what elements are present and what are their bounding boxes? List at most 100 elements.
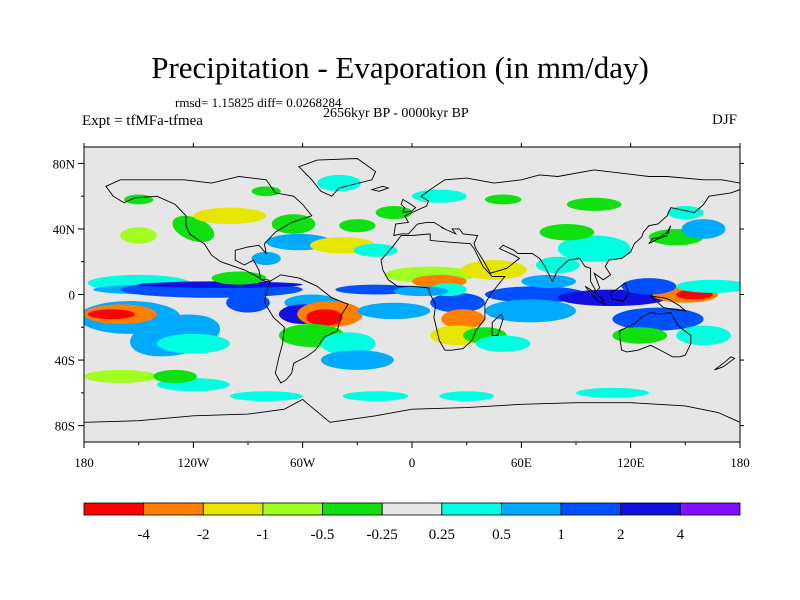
field-anomaly <box>156 333 230 354</box>
field-anomaly <box>306 309 343 326</box>
lon-tick-label: 120E <box>617 455 645 470</box>
coastline <box>714 356 736 371</box>
colorbar-swatch <box>262 502 323 516</box>
colorbar-label: 0.25 <box>429 527 455 543</box>
lat-tick-label: 40S <box>55 353 75 368</box>
field-anomaly <box>430 292 485 313</box>
lat-tick-label: 0 <box>69 288 76 303</box>
coastline <box>584 285 607 306</box>
field-anomaly <box>676 279 740 293</box>
field-anomaly <box>441 309 485 329</box>
colorbar-swatch <box>560 502 622 516</box>
coastline <box>263 274 349 384</box>
lat-tick-label: 80S <box>55 419 75 434</box>
field-anomaly <box>667 206 704 220</box>
field-anomaly <box>521 274 577 288</box>
field-anomaly <box>271 214 316 234</box>
coastlines <box>84 158 740 442</box>
field-anomaly <box>87 309 136 320</box>
field-anomaly <box>475 335 531 352</box>
field-anomaly <box>172 215 215 243</box>
field-anomaly <box>211 271 267 285</box>
field-anomaly <box>484 299 576 323</box>
coastline <box>400 198 417 214</box>
colorbar-swatch <box>143 502 204 516</box>
field-anomaly <box>120 227 157 244</box>
lon-tick-label: 180 <box>730 455 750 470</box>
coastline <box>649 295 687 312</box>
field-anomaly <box>153 369 197 384</box>
coastline <box>610 282 630 302</box>
precip-evap-field <box>84 147 740 442</box>
colorbar-label: -1 <box>257 527 270 543</box>
field-anomaly <box>612 307 704 331</box>
coastline <box>84 398 740 442</box>
colorbar-swatch <box>83 502 145 516</box>
colorbar-label: 1 <box>557 527 565 543</box>
field-anomaly <box>193 207 267 225</box>
lat-tick-label: 40N <box>53 222 76 237</box>
field-anomaly <box>353 243 398 257</box>
colorbar-swatch <box>441 502 502 516</box>
colorbar-label: -2 <box>197 527 210 543</box>
coastline <box>298 158 377 197</box>
field-anomaly <box>412 189 467 203</box>
field-anomaly <box>339 219 376 233</box>
coastline <box>619 312 692 358</box>
coastline <box>393 169 740 292</box>
field-anomaly <box>681 219 726 239</box>
field-anomaly <box>612 327 668 344</box>
field-anomaly <box>393 286 449 297</box>
field-anomaly <box>557 235 631 262</box>
colorbar-swatch <box>322 502 383 516</box>
lon-tick-label: 60W <box>290 455 316 470</box>
lon-tick-label: 0 <box>409 455 416 470</box>
coastline <box>370 185 390 192</box>
colorbar-label: 2 <box>617 527 625 543</box>
lon-tick-label: 180 <box>74 455 94 470</box>
field-anomaly <box>251 251 281 265</box>
field-anomaly <box>320 332 376 356</box>
field-anomaly <box>84 369 157 384</box>
field-anomaly <box>124 194 154 205</box>
colorbar-label: -4 <box>137 527 150 543</box>
colorbar-label: -0.5 <box>311 527 335 543</box>
field-anomaly <box>320 350 394 370</box>
field-anomaly <box>535 256 580 274</box>
colorbar-swatch <box>679 502 741 516</box>
coastline <box>491 313 504 336</box>
field-anomaly <box>576 387 649 398</box>
field-anomaly <box>357 302 431 320</box>
colorbar-label: -0.25 <box>367 527 398 543</box>
colorbar-swatch <box>501 502 562 516</box>
field-anomaly <box>342 391 409 402</box>
stats-text: rmsd= 1.15825 diff= 0.0268284 <box>175 95 342 110</box>
colorbar-label: 4 <box>677 527 685 543</box>
colorbar-swatch <box>620 502 681 516</box>
colorbar-label: 0.5 <box>492 527 511 543</box>
experiment-label: Expt = tfMFa-tfmea <box>82 113 203 129</box>
field-anomaly <box>375 206 412 220</box>
coastline <box>648 225 672 245</box>
field-anomaly <box>566 197 622 211</box>
field-anomaly <box>621 278 677 295</box>
field-anomaly <box>317 174 361 192</box>
field-anomaly <box>484 194 522 205</box>
lon-tick-label: 120W <box>177 455 210 470</box>
axis-ticks: 80N 40N 0 40S 80S 180 120W 60W 0 60E 120E 180 <box>53 143 750 470</box>
field-anomaly <box>251 186 281 197</box>
coastline <box>380 233 506 351</box>
plot-title: Precipitation - Evaporation (in mm/day) <box>151 50 649 85</box>
field-anomaly <box>439 391 494 402</box>
field-anomaly <box>676 325 731 346</box>
colorbar-swatch <box>202 502 264 516</box>
field-anomaly <box>226 292 270 313</box>
colorbar: -4 -2 -1 -0.5 -0.25 0.25 0.5 1 2 4 <box>83 502 741 543</box>
coastline <box>105 176 313 282</box>
season-label: DJF <box>712 112 738 128</box>
lon-tick-label: 60E <box>511 455 532 470</box>
period-text: 2656kyr BP - 0000kyr BP <box>323 106 469 121</box>
field-anomaly <box>138 281 303 288</box>
lat-tick-label: 80N <box>53 156 76 171</box>
